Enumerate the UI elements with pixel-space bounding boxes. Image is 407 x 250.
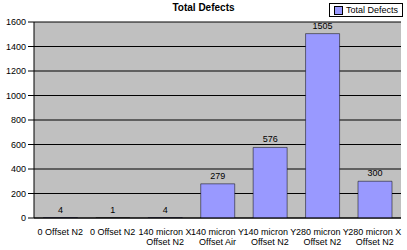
svg-text:1000: 1000 (8, 91, 26, 101)
svg-text:576: 576 (263, 134, 278, 144)
svg-text:280 micron YOffset N2: 280 micron YOffset N2 (296, 227, 349, 247)
svg-text:4: 4 (163, 205, 168, 215)
svg-text:140 micron YOffset N2: 140 micron YOffset N2 (243, 227, 296, 247)
svg-text:280 micron XOffset N2: 280 micron XOffset N2 (348, 227, 399, 247)
svg-text:400: 400 (11, 164, 26, 174)
svg-text:800: 800 (11, 115, 26, 125)
svg-text:140 micron XOffset N2: 140 micron XOffset N2 (139, 227, 192, 247)
html-text:Total Defects: Total Defects (346, 5, 398, 15)
svg-text:300: 300 (367, 168, 382, 178)
svg-text:0: 0 (21, 213, 26, 223)
svg-text:279: 279 (210, 171, 225, 181)
svg-text:1600: 1600 (8, 17, 26, 27)
svg-text:1400: 1400 (8, 42, 26, 52)
svg-text:4: 4 (58, 205, 63, 215)
svg-text:1505: 1505 (313, 21, 333, 31)
svg-text:1: 1 (110, 205, 115, 215)
svg-text:600: 600 (11, 140, 26, 150)
svg-text:140 micron YOffset Air: 140 micron YOffset Air (191, 227, 244, 247)
svg-text:0 Offset N2: 0 Offset N2 (38, 227, 83, 237)
svg-text:1200: 1200 (8, 66, 26, 76)
html-text:Total Defects: Total Defects (172, 2, 235, 13)
svg-text:0 Offset N2: 0 Offset N2 (90, 227, 135, 237)
svg-text:200: 200 (11, 189, 26, 199)
